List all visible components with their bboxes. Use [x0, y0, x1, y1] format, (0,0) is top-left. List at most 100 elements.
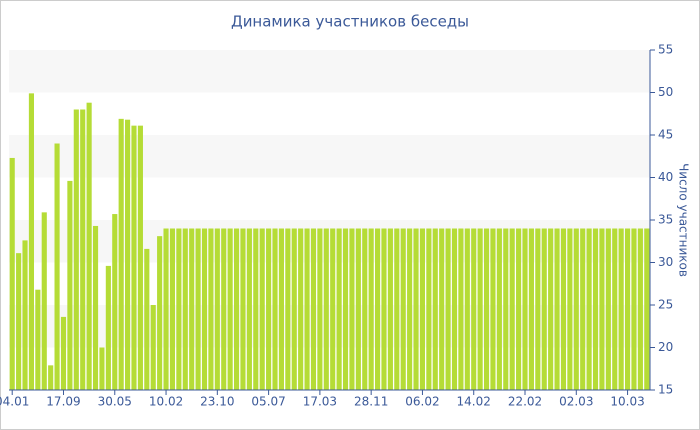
bar: [483, 228, 490, 390]
bar: [214, 228, 220, 390]
bar: [137, 125, 143, 391]
bar: [387, 228, 393, 390]
bar: [458, 228, 464, 390]
bar: [407, 228, 413, 390]
bar: [285, 228, 291, 390]
bar: [221, 228, 227, 390]
bar: [259, 228, 265, 390]
bar: [375, 228, 381, 390]
bar: [163, 228, 169, 390]
bar: [573, 228, 579, 390]
bar: [112, 214, 118, 390]
bar: [355, 228, 361, 390]
bar: [528, 228, 534, 390]
bar: [439, 228, 445, 390]
x-tick-label: 17.03: [303, 395, 337, 409]
bar: [176, 228, 182, 390]
bar: [157, 236, 163, 390]
grid-band: [9, 135, 650, 178]
bar: [490, 228, 496, 390]
bar: [541, 228, 547, 390]
y-tick-label: 20: [658, 340, 673, 354]
bar: [394, 228, 400, 390]
x-tick-label: 10.03: [610, 395, 644, 409]
y-tick-label: 25: [658, 298, 673, 312]
bar: [317, 228, 323, 390]
bar: [323, 228, 329, 390]
bar: [272, 228, 278, 390]
bar: [625, 228, 631, 390]
bar: [522, 228, 528, 390]
bar: [503, 228, 509, 390]
bar: [592, 228, 599, 390]
bar: [125, 119, 131, 390]
x-tick-label: 17.09: [46, 395, 80, 409]
bar: [451, 228, 458, 390]
bar: [208, 228, 214, 390]
bar: [201, 228, 208, 390]
bar: [548, 228, 554, 390]
bar: [471, 228, 477, 390]
bar: [560, 228, 567, 390]
x-tick-label: 30.05: [98, 395, 132, 409]
bar: [516, 228, 522, 390]
bar: [586, 228, 592, 390]
bar: [9, 157, 15, 390]
bar: [342, 228, 349, 390]
bar: [278, 228, 284, 390]
x-tick-label: 22.02: [508, 395, 542, 409]
bar: [182, 228, 188, 390]
bar: [73, 109, 79, 390]
x-tick-label: 02.03: [559, 395, 593, 409]
bar: [41, 212, 47, 390]
bar: [567, 228, 573, 390]
x-tick-label: 06.02: [405, 395, 439, 409]
bar: [291, 228, 297, 390]
bar: [144, 248, 150, 390]
x-tick-label: 05.07: [251, 395, 285, 409]
bar: [233, 228, 240, 390]
bar: [535, 228, 541, 390]
bar: [413, 228, 419, 390]
bar: [631, 228, 637, 390]
y-tick-label: 50: [658, 85, 673, 99]
x-tick-label: 23.10: [200, 395, 234, 409]
bar: [445, 228, 451, 390]
y-tick-label: 40: [658, 170, 673, 184]
bar: [189, 228, 195, 390]
bar: [496, 228, 502, 390]
bar: [16, 253, 22, 390]
bar: [266, 228, 272, 390]
bar: [612, 228, 618, 390]
bar: [22, 240, 28, 390]
x-tick-label: 14.02: [457, 395, 491, 409]
bar: [644, 228, 650, 390]
bar: [419, 228, 426, 390]
bar: [246, 228, 252, 390]
bar: [304, 228, 310, 390]
bar: [298, 228, 304, 390]
bar: [169, 228, 176, 390]
bar: [195, 228, 201, 390]
bar: [509, 228, 515, 390]
x-tick-label: 10.02: [149, 395, 183, 409]
grid-band: [9, 220, 650, 263]
bar: [60, 316, 67, 390]
bar: [426, 228, 432, 390]
x-tick-label: 28.11: [354, 395, 388, 409]
bar: [349, 228, 355, 390]
y-tick-label: 30: [658, 255, 673, 269]
bar: [580, 228, 586, 390]
bar: [605, 228, 611, 390]
y-tick-label: 15: [658, 383, 673, 397]
bar: [554, 228, 560, 390]
bar: [310, 228, 317, 390]
bar: [637, 228, 643, 390]
bar: [368, 228, 374, 390]
bar: [477, 228, 483, 390]
bar: [618, 228, 624, 390]
bar: [150, 305, 156, 390]
bar: [28, 93, 34, 390]
